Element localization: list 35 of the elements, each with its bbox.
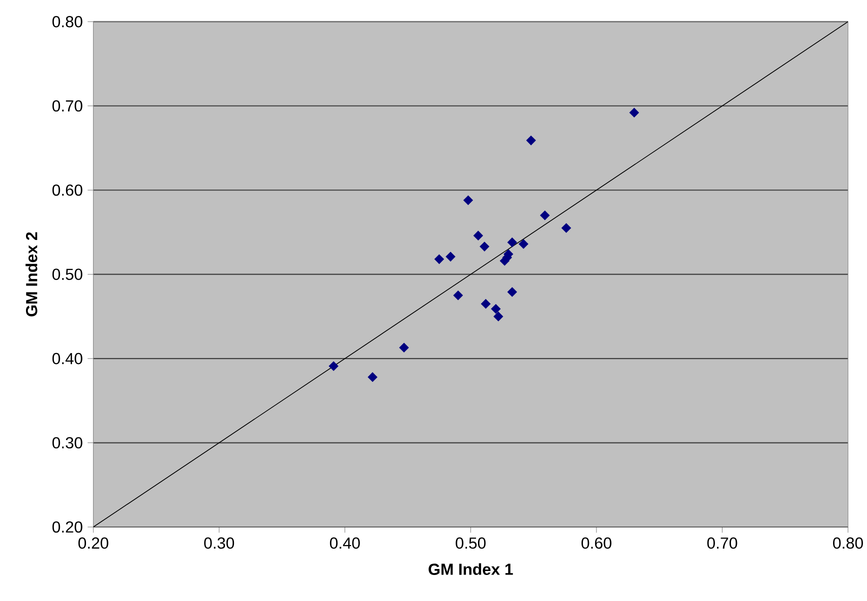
x-tick-label: 0.70 [707,537,738,549]
y-tick-label: 0.50 [52,268,82,280]
y-tick-label: 0.20 [52,521,82,533]
point [480,299,491,309]
x-axis-title: GM Index 1 [428,563,513,575]
x-tick-label: 0.60 [582,537,612,549]
point [328,361,338,371]
y-tick-label: 0.70 [52,100,82,112]
point [629,108,639,118]
point [507,238,517,248]
point [463,195,473,206]
point [507,287,517,297]
point [518,239,528,249]
x-tick-label: 0.80 [833,537,863,549]
y-tick-label: 0.40 [52,352,82,364]
x-tick-label: 0.50 [456,537,486,549]
point [399,342,409,352]
point [526,136,536,146]
point [434,254,444,264]
x-tick-label: 0.20 [78,537,108,549]
point [473,230,484,240]
point [446,252,456,262]
point [368,372,378,382]
point [540,210,550,220]
point [453,290,463,300]
y-tick-label: 0.80 [52,16,82,28]
x-tick-label: 0.30 [204,537,234,549]
point [561,223,572,233]
point [491,304,501,314]
point [480,242,490,252]
x-tick-label: 0.40 [330,537,360,549]
y-axis-title: GM Index 2 [26,232,38,316]
y-tick-label: 0.30 [52,437,82,448]
point [494,312,504,322]
y-tick-label: 0.60 [52,184,82,196]
